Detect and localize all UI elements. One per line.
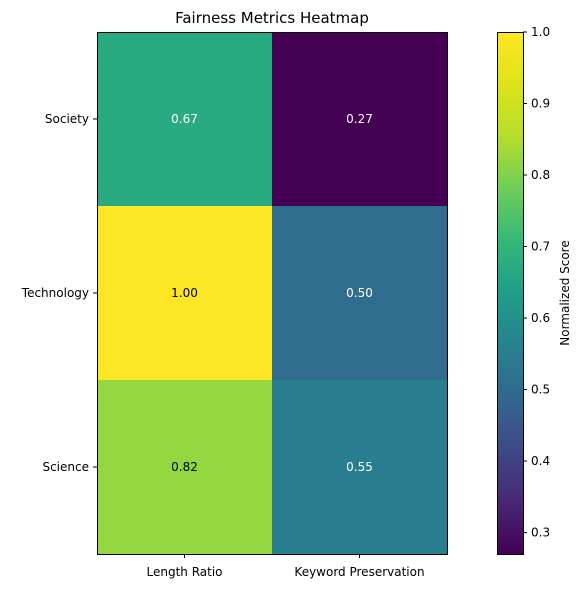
heatmap-cells [97,32,448,555]
colorbar-tick-label: 0.4 [531,454,550,468]
cell-value-label: 0.67 [171,112,198,126]
colorbar-tick-label: 0.6 [531,311,550,325]
heatmap-cell [272,380,448,555]
heatmap-cell [97,32,273,207]
colorbar-tick-label: 1.0 [531,25,550,39]
heatmap-cell-labels: 0.67 0.27 1.00 0.50 0.82 0.55 [171,112,373,474]
colorbar-tick-label: 0.5 [531,383,550,397]
row-axis: Society Technology Science [21,112,97,474]
colorbar-tick-label: 0.3 [531,526,550,540]
colorbar [497,32,523,554]
heatmap-cell [97,380,273,555]
row-tick-label: Science [42,460,89,474]
colorbar-frame [497,32,524,555]
colorbar-tick-label: 0.8 [531,168,550,182]
column-tick-label: Keyword Preservation [294,565,424,579]
colorbar-label: Normalized Score [558,240,572,345]
cell-value-label: 0.82 [171,460,198,474]
heatmap-cell [272,32,448,207]
colorbar-tick-label: 0.7 [531,240,550,254]
row-tick-label: Technology [21,286,89,300]
colorbar-axis: 0.3 0.4 0.5 0.6 0.7 0.8 0.9 1.0 [523,25,550,540]
cell-value-label: 0.27 [346,112,373,126]
column-axis: Length Ratio Keyword Preservation [146,554,425,579]
heatmap-cell [97,206,273,381]
plot-frame [97,32,448,555]
row-tick-label: Society [45,112,89,126]
cell-value-label: 0.50 [346,286,373,300]
colorbar-tick-label: 0.9 [531,97,550,111]
cell-value-label: 1.00 [171,286,198,300]
cell-value-label: 0.55 [346,460,373,474]
chart-title: Fairness Metrics Heatmap [175,9,369,27]
heatmap-cell [272,206,448,381]
column-tick-label: Length Ratio [146,565,222,579]
